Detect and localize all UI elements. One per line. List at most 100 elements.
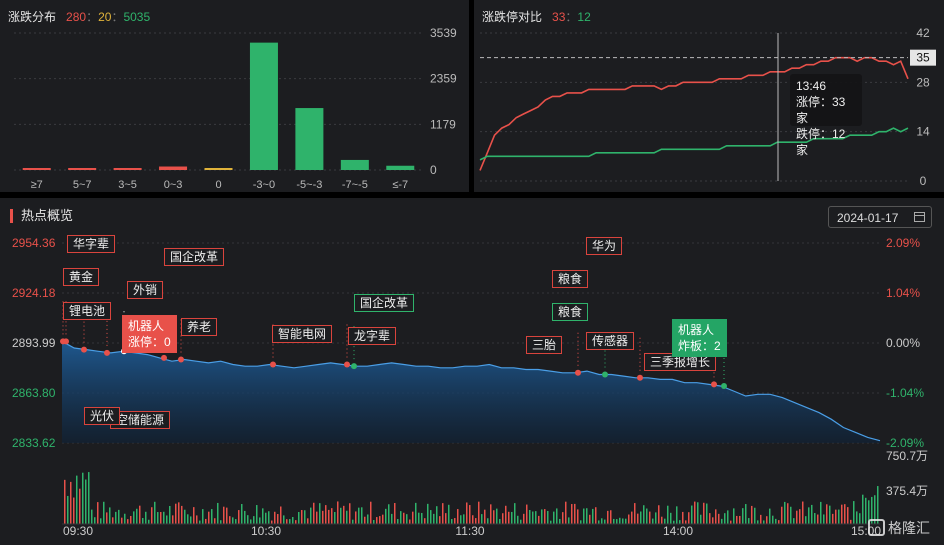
volume-bar: [802, 501, 804, 524]
volume-bar: [415, 502, 417, 524]
volume-bar: [772, 515, 774, 524]
volume-bar: [181, 505, 183, 524]
volume-bar: [145, 511, 147, 524]
volume-bar: [310, 507, 312, 524]
volume-bar: [634, 503, 636, 524]
limit-up-line: [479, 56, 909, 171]
callout-value: 涨停：0: [128, 335, 171, 349]
event-tag[interactable]: 空储能源: [110, 411, 171, 429]
volume-bar: [250, 519, 252, 524]
volume-bar: [799, 509, 801, 524]
event-tag[interactable]: 外销: [127, 281, 164, 299]
volume-bar: [247, 515, 249, 524]
volume-bar: [712, 517, 714, 524]
volume-bar: [556, 508, 558, 524]
volume-bar: [874, 495, 876, 524]
volume-bar: [64, 479, 66, 524]
event-tag[interactable]: 华字辈: [67, 235, 116, 253]
volume-bar: [559, 518, 561, 524]
volume-bar: [280, 506, 282, 524]
calendar-icon[interactable]: [914, 212, 925, 222]
event-tag[interactable]: 国企改革: [354, 294, 415, 312]
volume-bar: [166, 515, 168, 524]
robot-broken-callout[interactable]: 机器人 炸板：2: [672, 319, 727, 357]
volume-bar: [421, 512, 423, 524]
volume-bar: [397, 519, 399, 524]
volume-bar: [160, 512, 162, 524]
event-tag[interactable]: 养老: [181, 318, 218, 336]
event-tag[interactable]: 黄金: [63, 268, 100, 286]
volume-bar: [286, 519, 288, 524]
bar: [159, 166, 188, 170]
event-tag[interactable]: 智能电网: [272, 325, 333, 343]
volume-bar: [244, 510, 246, 524]
volume-bar: [553, 511, 555, 524]
volume-bar: [448, 504, 450, 524]
volume-bar: [283, 515, 285, 524]
limit-compare-header: 涨跌停对比 33：12: [482, 8, 591, 25]
hotspot-chart[interactable]: 2954.36 2.09% 2924.18 1.04% 2893.99 0.00% 2863…: [0, 198, 944, 545]
volume-bar: [787, 503, 789, 524]
volume-bar: [565, 501, 567, 524]
volume-bar: [487, 518, 489, 524]
event-tag[interactable]: 锂电池: [63, 302, 112, 320]
volume-bar: [229, 516, 231, 524]
event-tag[interactable]: 国企改革: [164, 248, 225, 266]
volume-bar: [445, 513, 447, 524]
volume-bar: [562, 512, 564, 524]
volume-bar: [172, 515, 174, 524]
event-tag[interactable]: 传感器: [586, 332, 635, 350]
volume-bar: [805, 516, 807, 524]
volume-bar: [154, 501, 156, 524]
volume-bar: [577, 509, 579, 524]
event-tag[interactable]: 粮食: [552, 303, 589, 321]
hotspot-panel: 热点概览 2024-01-17 2954.36 2.09% 2924.18 1.04%…: [0, 198, 944, 545]
y-tick-label: 0: [430, 163, 437, 177]
volume-bar: [547, 510, 549, 524]
volume-bar: [592, 508, 594, 524]
event-tag[interactable]: 华为: [586, 237, 623, 255]
event-marker: [104, 349, 110, 356]
event-tag[interactable]: 龙字辈: [348, 327, 397, 345]
volume-bar: [469, 505, 471, 524]
volume-bar: [628, 514, 630, 524]
event-tag[interactable]: 三季报增长: [644, 353, 717, 371]
price-tick-label: 2954.36: [12, 236, 56, 250]
volume-bar: [745, 504, 747, 524]
volume-bar: [649, 511, 651, 524]
volume-bar: [526, 504, 528, 524]
volume-bar: [754, 507, 756, 524]
volume-bar: [676, 506, 678, 524]
limit-compare-chart[interactable]: 42 28 14 0 35: [474, 0, 944, 192]
price-tick-label: 2893.99: [12, 336, 56, 350]
volume-bar: [340, 507, 342, 524]
volume-bar: [850, 519, 852, 524]
date-picker[interactable]: 2024-01-17: [828, 206, 932, 228]
event-tag[interactable]: 三胎: [526, 336, 563, 354]
volume-bar: [865, 497, 867, 524]
volume-bar: [502, 513, 504, 524]
volume-bar: [781, 506, 783, 524]
volume-bar: [97, 502, 99, 524]
volume-bar: [691, 505, 693, 524]
volume-bar: [523, 513, 525, 524]
bar: [204, 168, 233, 170]
limit-up-count: 33: [552, 10, 566, 24]
event-tag[interactable]: 光伏: [84, 407, 121, 425]
volume-bar: [847, 507, 849, 524]
volume-bar: [808, 507, 810, 524]
volume-bar: [604, 519, 606, 524]
robot-limit-up-callout[interactable]: 机器人 涨停：0: [122, 315, 177, 353]
volume-bar: [814, 513, 816, 524]
volume-bar: [736, 515, 738, 524]
x-tick-label: -5~-3: [296, 179, 322, 191]
volume-bar: [664, 518, 666, 524]
event-tag[interactable]: 粮食: [552, 270, 589, 288]
distribution-title: 涨跌分布: [8, 10, 57, 24]
volume-bar: [334, 511, 336, 524]
event-marker: [270, 361, 276, 368]
volume-bar: [832, 513, 834, 524]
volume-bar: [700, 514, 702, 524]
volume-bar: [481, 514, 483, 524]
x-tick-label: 0: [215, 179, 221, 191]
